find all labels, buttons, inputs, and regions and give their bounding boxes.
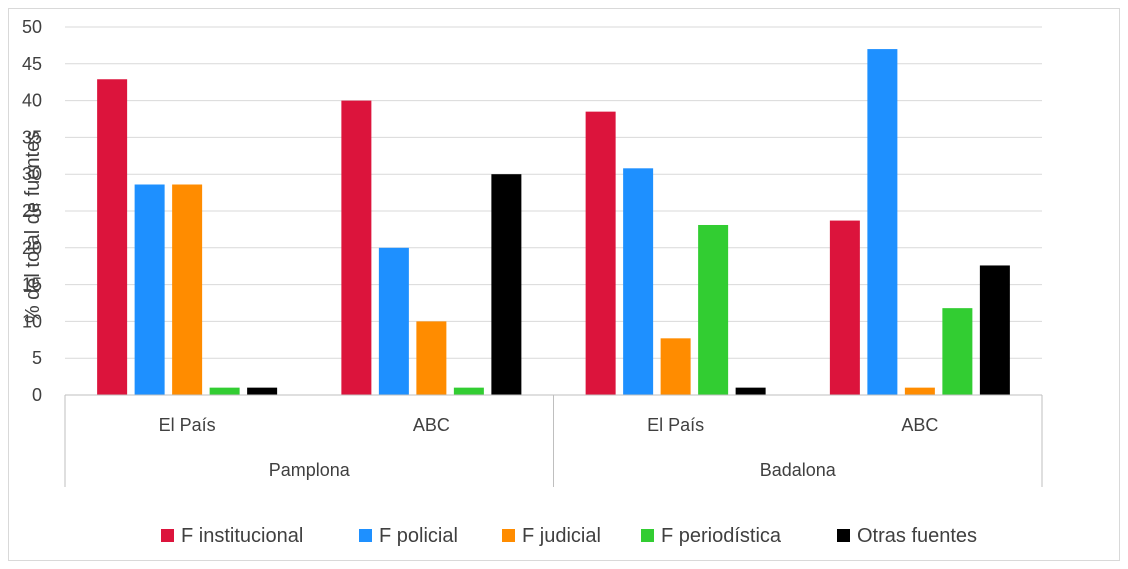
bar-f-judicial [172,184,203,395]
bar-f-institucional [585,111,616,395]
x-category-label: ABC [901,415,938,435]
x-axis: El País ABC El País ABC Pamplona Badalona [64,394,1043,487]
y-axis-ticks: 0 5 10 15 20 25 30 35 40 45 50 [22,17,42,405]
x-group-label: Pamplona [269,460,351,480]
legend-label: Otras fuentes [857,525,977,547]
legend: F institucional F policial F judicial F per… [161,525,977,547]
legend-swatch [161,529,174,542]
y-tick-label: 30 [22,164,42,184]
y-tick-label: 45 [22,54,42,74]
x-group-label: Badalona [760,460,837,480]
x-category-label: El País [159,415,216,435]
legend-label: F judicial [522,525,601,547]
y-tick-label: 20 [22,238,42,258]
y-tick-label: 40 [22,91,42,111]
y-tick-label: 50 [22,17,42,37]
x-category-label: El País [647,415,704,435]
bar-chart: 0 5 10 15 20 25 30 35 40 45 50 El País ABC El País AB… [22,17,1043,547]
bar-otras-fuentes [247,387,278,395]
legend-swatch [502,529,515,542]
bar-f-judicial [660,338,691,395]
y-tick-label: 35 [22,127,42,147]
y-tick-label: 25 [22,201,42,221]
bar-f-period-stica [453,387,484,395]
bar-otras-fuentes [491,174,522,395]
bar-f-period-stica [209,387,240,395]
bar-f-policial [867,49,898,395]
bar-f-institucional [341,100,372,395]
legend-swatch [837,529,850,542]
bar-f-policial [623,168,654,395]
legend-swatch [359,529,372,542]
bars [97,49,1010,396]
legend-label: F periodística [661,525,782,547]
y-tick-label: 15 [22,275,42,295]
bar-f-period-stica [698,224,729,395]
y-axis-label: % del total de fuentes [22,131,44,323]
legend-label: F institucional [181,525,303,547]
x-category-label: ABC [413,415,450,435]
y-tick-label: 5 [32,348,42,368]
bar-f-judicial [416,321,447,395]
bar-f-period-stica [942,308,973,395]
bar-f-judicial [904,387,935,395]
legend-swatch [641,529,654,542]
y-tick-label: 10 [22,311,42,331]
bar-f-policial [378,247,409,395]
bar-f-policial [134,184,165,395]
chart-frame: 0 5 10 15 20 25 30 35 40 45 50 El País ABC El País AB… [8,8,1120,561]
legend-label: F policial [379,525,458,547]
y-tick-label: 0 [32,385,42,405]
bar-otras-fuentes [735,387,766,395]
bar-otras-fuentes [979,265,1010,395]
bar-f-institucional [97,79,128,396]
bar-f-institucional [829,220,860,395]
